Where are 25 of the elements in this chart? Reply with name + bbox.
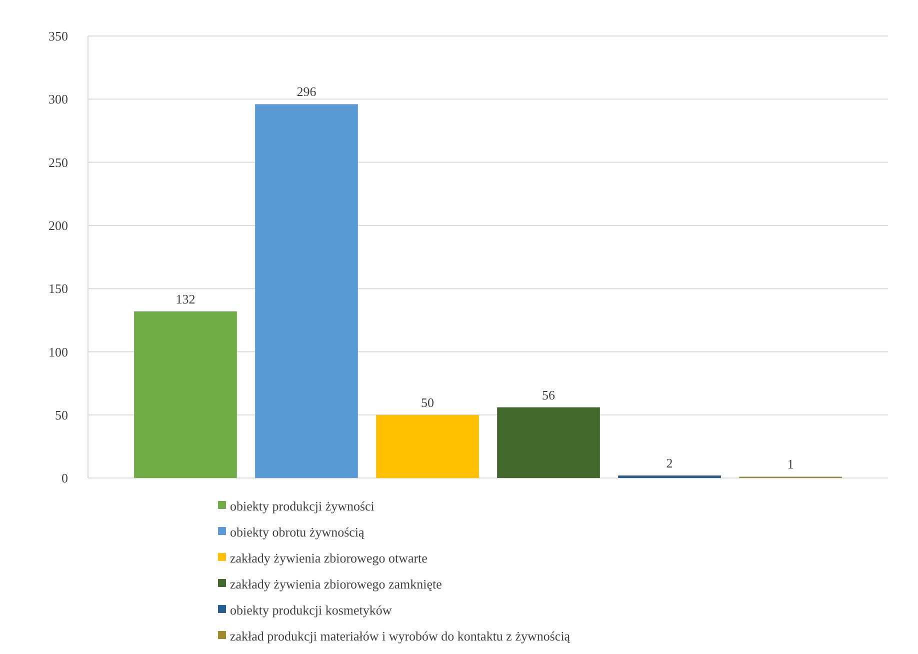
bar <box>497 407 600 478</box>
y-tick-label: 300 <box>48 92 68 107</box>
bar <box>618 475 721 478</box>
bar <box>134 311 237 478</box>
y-tick-label: 0 <box>62 470 68 486</box>
legend-label: obiekty produkcji kosmetyków <box>230 602 392 618</box>
data-label: 132 <box>176 291 196 306</box>
y-tick-label: 100 <box>48 344 68 360</box>
y-tick-label: 250 <box>48 154 68 170</box>
legend-label: zakłady żywienia zbiorowego zamknięte <box>230 576 442 592</box>
legend-label: zakład produkcji materiałów i wyrobów do kontaktu z żywnością <box>230 628 570 644</box>
bar <box>255 104 358 478</box>
data-label: 50 <box>420 394 434 410</box>
bar <box>376 414 479 478</box>
data-label: 296 <box>296 84 317 100</box>
y-tick-label: 350 <box>48 28 68 44</box>
y-tick-label: 50 <box>55 407 68 422</box>
y-tick-label: 150 <box>48 281 68 296</box>
data-label: 1 <box>787 456 794 472</box>
data-label: 2 <box>666 455 673 470</box>
y-tick-label: 200 <box>48 218 68 233</box>
legend-label: zakłady żywienia zbiorowego otwarte <box>230 550 428 566</box>
legend-label: obiekty produkcji żywności <box>230 498 375 514</box>
data-label: 56 <box>542 387 556 402</box>
legend-label: obiekty obrotu żywnością <box>230 524 365 540</box>
